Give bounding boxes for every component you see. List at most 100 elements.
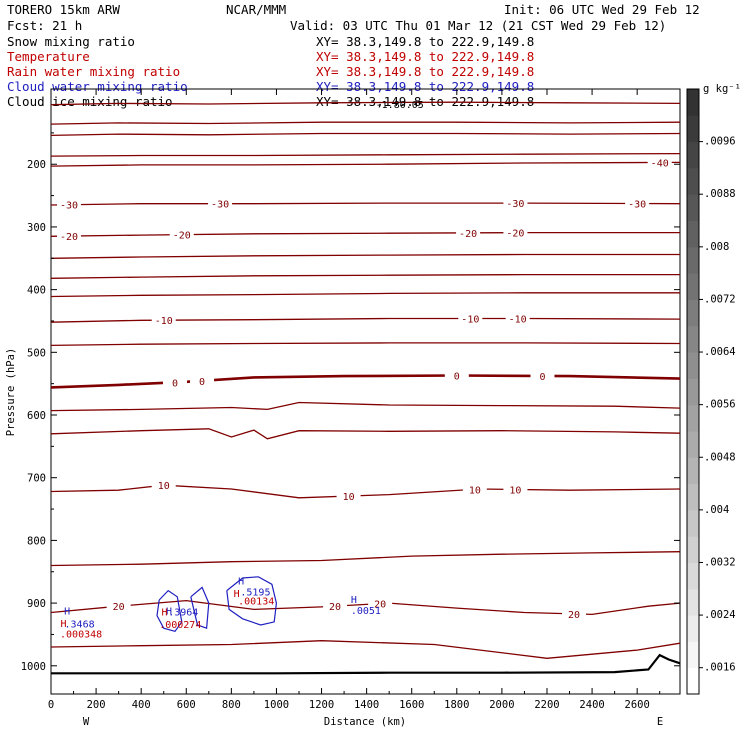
max-value: .0051 [351, 606, 381, 617]
contour-label-bg [323, 600, 348, 613]
temperature-contour-8 [50, 273, 680, 279]
temperature-contour-1 [50, 121, 681, 125]
colorbar-segment [687, 430, 699, 458]
colorbar-tick-label: .0032 [704, 556, 736, 568]
temperature-contour-label: 20 [374, 600, 386, 611]
contour-label-bg [505, 312, 530, 325]
contour-label-bg [503, 483, 528, 496]
temperature-contour-label: -40 [651, 158, 669, 169]
colorbar-tick-label: .0072 [704, 293, 736, 305]
organization-title: NCAR/MMM [226, 2, 286, 17]
colorbar-segment [687, 536, 699, 563]
legend-name-rain: Rain water mixing ratio [7, 64, 180, 79]
colorbar-tick-label: .0016 [704, 662, 736, 674]
temperature-contour-16 [50, 551, 681, 567]
temperature-contour-10 [50, 317, 681, 323]
legend-xy-rain: XY= 38.3,149.8 to 222.9,149.8 [316, 64, 534, 79]
y-tick-label: 500 [27, 347, 46, 359]
temperature-contour-label: 0 [539, 372, 545, 383]
colorbar-segment [687, 141, 699, 169]
max-value: .5195 [240, 588, 270, 599]
temperature-contour-label: -30 [506, 199, 524, 210]
colorbar-segment [687, 352, 699, 379]
contour-label-bg [151, 479, 176, 492]
max-value: -1.80.05 [376, 100, 424, 111]
colorbar-segment [687, 404, 699, 432]
colorbar-segment [687, 641, 699, 669]
colorbar-segment [687, 588, 699, 616]
colorbar-segment [687, 194, 699, 222]
max-marker: H [161, 608, 167, 619]
temperature-contour-9 [50, 292, 680, 298]
colorbar-tick-label: .0088 [704, 188, 736, 200]
x-tick-label: 1400 [354, 699, 379, 711]
temperature-contour-label: 10 [158, 481, 170, 492]
max-marker: H [166, 606, 172, 617]
temperature-contour-label: -20 [60, 232, 78, 243]
x-tick-label: 1600 [399, 699, 424, 711]
colorbar-tick-label: .004 [704, 504, 729, 516]
plot-frame [50, 88, 681, 695]
y-tick-label: 600 [27, 410, 46, 422]
y-tick-label: 900 [27, 598, 46, 610]
colorbar-segment [687, 562, 699, 590]
cloud-water-contour-0 [156, 589, 183, 632]
max-marker: H [234, 589, 240, 600]
temperature-contour-5 [50, 202, 681, 206]
y-tick-label: 400 [27, 285, 46, 297]
contour-label-bg [625, 197, 650, 210]
colorbar-tick-label: .0056 [704, 399, 736, 411]
contour-label-bg [503, 226, 528, 239]
max-value: .3468 [65, 620, 95, 631]
colorbar-segment [687, 299, 699, 327]
colorbar-tick-label: .0064 [704, 346, 736, 358]
legend-xy-cloud-water: XY= 38.3,149.8 to 222.9,149.8 [316, 79, 534, 94]
temperature-contour-label: 10 [509, 485, 521, 496]
colorbar-segment [687, 378, 699, 406]
temperature-contour-11 [50, 342, 681, 347]
axes: 0 200 400 600 800 1000 1200 1400 1600 1800 2000 220… [21, 89, 680, 711]
max-marker: H [351, 595, 357, 606]
valid-time: Valid: 03 UTC Thu 01 Mar 12 (21 CST Wed … [290, 18, 666, 33]
temperature-contour-label: 0 [172, 378, 178, 389]
contour-label-bg [169, 228, 194, 241]
legend-name-cloud-ice: Cloud ice mixing ratio [7, 94, 173, 109]
colorbar-tick-label: .0048 [704, 451, 736, 463]
temperature-contours: -40 -30 -30 -30 -30 -20 -20 -20 -20 -10 -10 -10 0 0 0 0… [50, 101, 681, 659]
colorbar-segment [687, 246, 699, 274]
temperature-contour-6 [50, 231, 680, 237]
x-tick-label: 2200 [534, 699, 559, 711]
colorbar-segment [687, 325, 699, 353]
contour-label-bg [562, 607, 587, 620]
x-tick-label: 200 [87, 699, 106, 711]
temperature-contour-label: 0 [199, 377, 205, 388]
temperature-contour-12 [50, 374, 681, 389]
legend-name-cloud-water: Cloud water mixing ratio [7, 79, 188, 94]
temperature-contour-13 [50, 401, 681, 412]
contour-label-bg [162, 376, 187, 389]
temperature-contour-14 [50, 428, 681, 440]
x-tick-label: 1000 [264, 699, 289, 711]
colorbar-frame [686, 88, 700, 695]
colorbar-tick-label: .0096 [704, 136, 736, 148]
temperature-contour-label: 20 [329, 602, 341, 613]
y-tick-label: 700 [27, 473, 46, 485]
contour-label-bg [530, 369, 555, 382]
cloud-water-contour-2 [226, 576, 278, 626]
x-tick-label: 2600 [625, 699, 650, 711]
x-tick-label: 0 [48, 699, 54, 711]
legend-name-snow: Snow mixing ratio [7, 34, 135, 49]
max-value: .00134 [238, 596, 274, 607]
max-value: .000348 [60, 630, 102, 641]
init-time: Init: 06 UTC Wed 29 Feb 12 [504, 2, 700, 17]
colorbar-segment [687, 273, 699, 300]
colorbar-tick-label: .008 [704, 241, 729, 253]
contour-label-bg [106, 600, 131, 613]
colorbar-segment [687, 457, 699, 485]
x-tick-label: 400 [132, 699, 151, 711]
east-label: E [657, 716, 663, 728]
colorbar-segment [687, 509, 699, 537]
contour-label-bg [190, 374, 215, 387]
y-tick-label: 300 [27, 222, 46, 234]
